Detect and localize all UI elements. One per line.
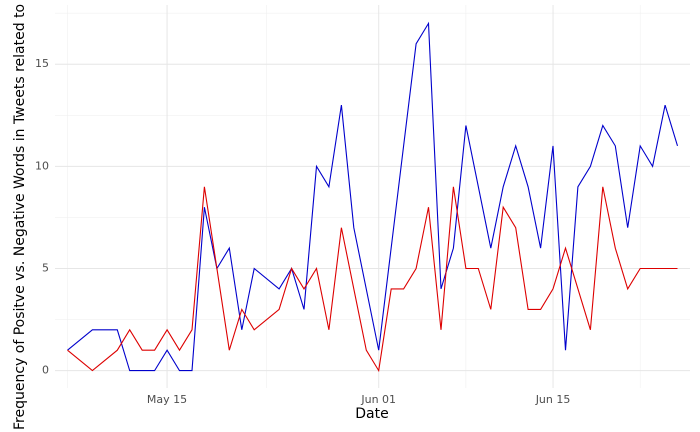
series-line <box>67 186 678 373</box>
x-axis-title: Date <box>355 406 388 422</box>
series-line <box>67 21 679 372</box>
y-tick-label: 15 <box>35 57 49 70</box>
y-tick-label: 0 <box>42 364 49 377</box>
x-tick-label: Jun 15 <box>535 393 571 406</box>
y-tick-label: 5 <box>42 262 49 275</box>
y-axis-title: Frequency of Positve vs. Negative Words … <box>12 0 28 430</box>
y-tick-label: 10 <box>35 159 49 172</box>
x-tick-label: Jun 01 <box>360 393 396 406</box>
x-tick-label: May 15 <box>147 393 187 406</box>
